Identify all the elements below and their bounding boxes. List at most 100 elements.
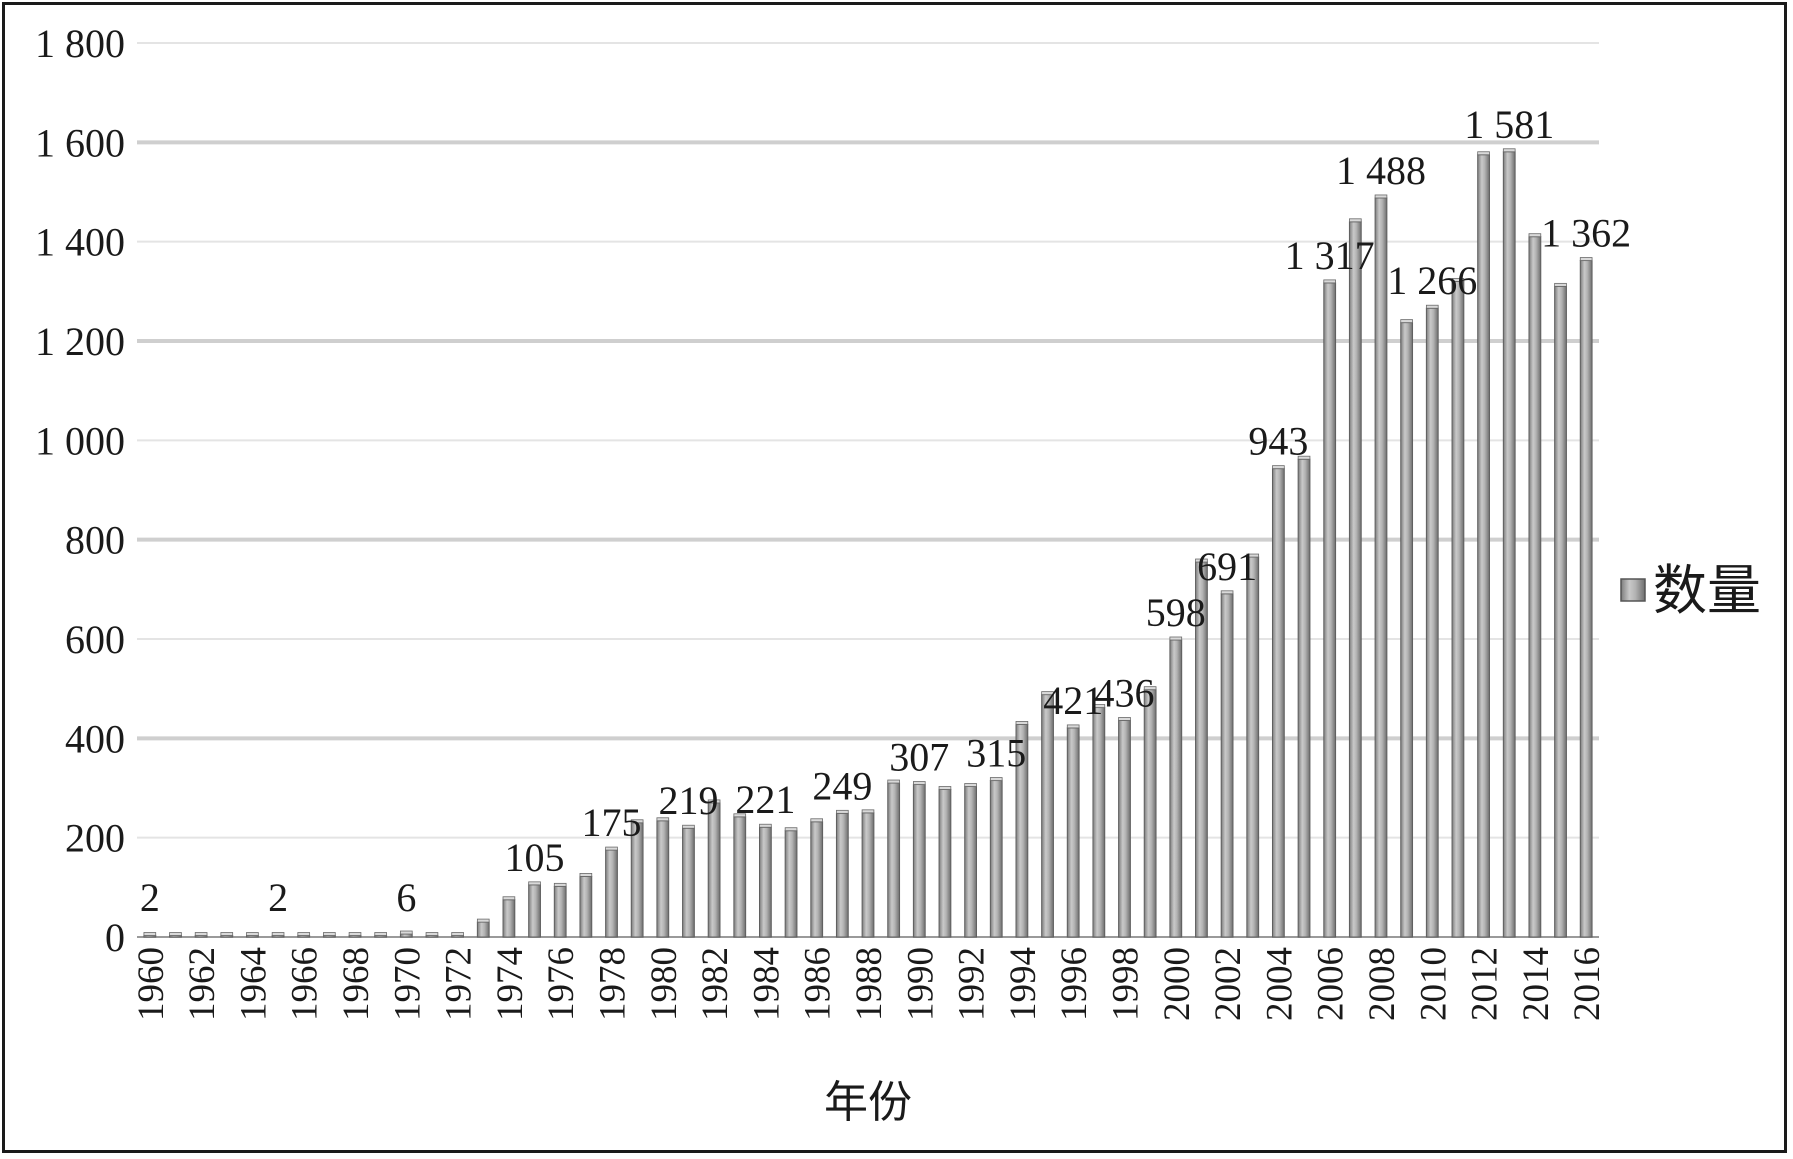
data-label: 2 [140, 875, 160, 920]
bar-top [1297, 455, 1311, 460]
x-tick-label: 1960 [131, 947, 172, 1021]
bar [784, 830, 798, 938]
bar-top [964, 783, 977, 787]
bar-top [1374, 194, 1388, 199]
bar-top [836, 809, 849, 814]
data-label: 6 [396, 875, 416, 920]
x-tick-label: 1992 [952, 947, 993, 1021]
bar [912, 784, 926, 938]
bar [656, 820, 670, 938]
bar [964, 786, 977, 938]
x-tick-label: 2000 [1157, 947, 1198, 1021]
bar-top [502, 896, 516, 901]
bar-top [1015, 721, 1029, 725]
x-tick-label: 2014 [1516, 947, 1557, 1021]
bar [579, 875, 593, 938]
data-label: 421 [1043, 678, 1103, 723]
bar-top [1041, 691, 1054, 696]
bar [1246, 556, 1260, 938]
data-label: 2 [268, 875, 288, 920]
data-label: 1 266 [1387, 258, 1477, 303]
bar-top [1169, 636, 1183, 641]
bar [1451, 280, 1465, 938]
bar-top [194, 932, 208, 936]
x-tick-label: 2002 [1208, 947, 1249, 1021]
bar-top [912, 781, 926, 785]
x-tick-label: 1980 [644, 947, 685, 1021]
bar [1041, 694, 1054, 938]
bar-top [451, 932, 464, 936]
data-label: 943 [1248, 419, 1308, 464]
data-label: 1 317 [1285, 233, 1375, 278]
x-tick-label: 1968 [336, 947, 377, 1021]
bar-top [1451, 277, 1465, 282]
data-label: 219 [658, 778, 718, 823]
bar [989, 780, 1003, 938]
bar-top [630, 819, 644, 824]
bar [1374, 197, 1388, 938]
x-tick-label: 2004 [1259, 947, 1300, 1021]
y-tick-label: 200 [65, 816, 125, 861]
y-tick-label: 400 [65, 716, 125, 761]
x-tick-label: 1964 [233, 947, 274, 1021]
y-tick-label: 1 000 [35, 418, 125, 463]
x-tick-label: 1974 [490, 947, 531, 1021]
bar-top [1579, 257, 1593, 261]
bar-top [1528, 233, 1542, 238]
bar-top [1425, 304, 1439, 309]
x-tick-label: 1998 [1105, 947, 1146, 1021]
x-tick-label: 2010 [1413, 947, 1454, 1021]
x-tick-label: 2016 [1567, 947, 1608, 1021]
x-tick-label: 1982 [695, 947, 736, 1021]
data-label: 249 [812, 763, 872, 808]
gridlines [137, 42, 1599, 938]
y-tick-label: 1 400 [35, 220, 125, 265]
data-label: 175 [582, 800, 642, 845]
x-tick-label: 1996 [1054, 947, 1095, 1021]
bar-top [220, 932, 234, 936]
bar-top [707, 799, 721, 804]
bar [399, 933, 413, 938]
x-tick-label: 1978 [593, 947, 634, 1021]
bar-top [348, 932, 362, 936]
x-tick-label: 2012 [1465, 947, 1506, 1021]
bar [810, 821, 824, 938]
x-tick-label: 1966 [285, 947, 326, 1021]
bar-top [1502, 148, 1516, 153]
bar-top [887, 779, 900, 784]
data-label: 436 [1094, 670, 1154, 715]
bar-top [1195, 558, 1208, 563]
bar [1118, 719, 1131, 938]
x-tick-label: 2008 [1362, 947, 1403, 1021]
bar-top [169, 932, 182, 936]
bar-top [656, 817, 670, 822]
bar-top [784, 827, 798, 832]
x-tick-label: 1988 [849, 947, 890, 1021]
x-tick-label: 1972 [439, 947, 480, 1021]
bar-top [297, 932, 311, 936]
bar-top [374, 932, 387, 936]
bar-top [1092, 704, 1106, 708]
bar [733, 816, 747, 938]
y-tick-label: 600 [65, 617, 125, 662]
bar [682, 827, 695, 938]
bar-top [1272, 465, 1285, 470]
bar [1169, 639, 1183, 938]
x-tick-label: 1962 [182, 947, 223, 1021]
bar [1066, 727, 1080, 938]
bar [1220, 593, 1234, 938]
bar-top [1400, 319, 1413, 324]
bar [1477, 154, 1490, 938]
bar [1502, 151, 1516, 938]
data-label: 691 [1197, 544, 1257, 589]
y-tick-label: 800 [65, 518, 125, 563]
bar-top [733, 813, 747, 818]
bar [835, 812, 849, 938]
x-axis-ticks: 1960 1962 1964 1966 1968 1970 1972 1974 1976 1978… [131, 947, 1608, 1021]
bar-top [1118, 717, 1131, 721]
bar [1348, 221, 1362, 938]
bar-top [400, 930, 413, 935]
bar [759, 826, 772, 938]
bar-top [682, 824, 695, 829]
